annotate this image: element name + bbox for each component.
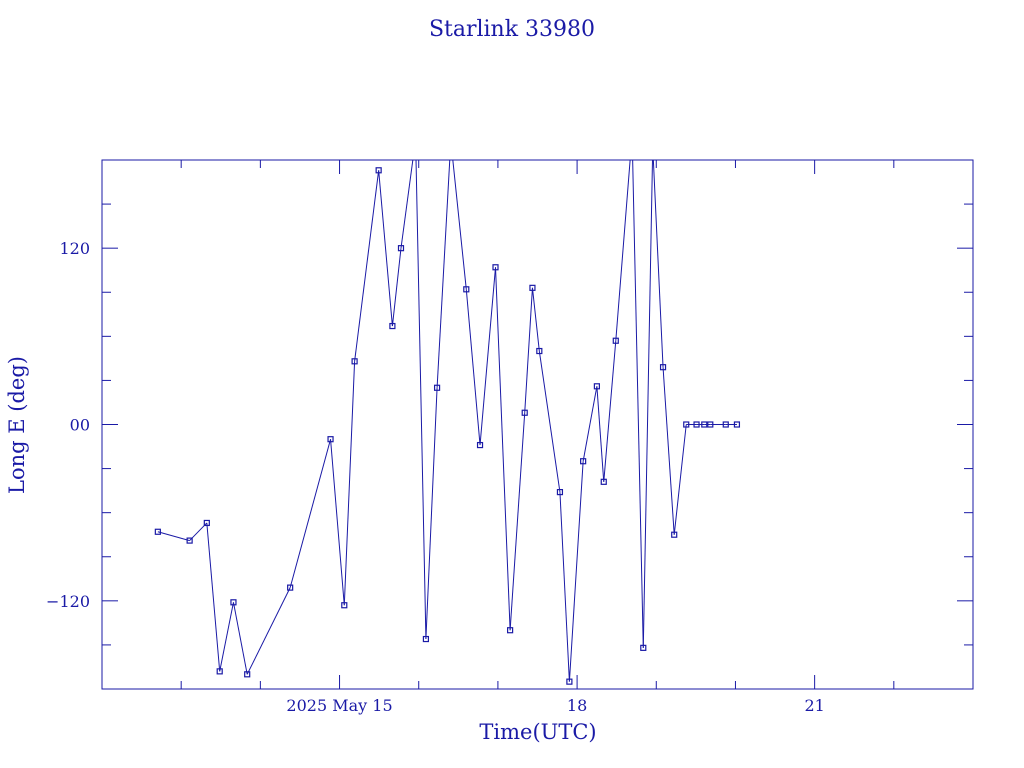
series-segment <box>673 424 687 535</box>
series-segment <box>436 160 451 388</box>
data-point <box>630 133 635 138</box>
axis-ticks <box>102 160 973 689</box>
data-point <box>216 668 223 675</box>
series-segment <box>246 587 291 675</box>
data-point <box>640 644 647 651</box>
data-point <box>397 245 405 252</box>
series-segment <box>354 170 380 362</box>
series-segment <box>662 367 675 535</box>
data-point <box>659 364 667 371</box>
series-segment <box>400 160 414 249</box>
x-axis-label: Time(UTC) <box>479 720 596 744</box>
data-point <box>492 264 499 271</box>
data-point <box>327 436 334 443</box>
data-point <box>521 409 528 416</box>
data-point <box>707 421 714 428</box>
data-point <box>536 347 543 355</box>
series-segment <box>232 602 248 675</box>
data-point <box>422 635 430 643</box>
series-segment <box>524 287 533 413</box>
series-segment <box>425 387 438 640</box>
data-point <box>733 421 741 428</box>
series-segment <box>559 492 570 682</box>
series-segment <box>157 531 190 542</box>
plot-area <box>154 133 741 685</box>
data-point <box>244 671 251 678</box>
series-segment <box>206 522 221 672</box>
series-segment <box>509 412 526 631</box>
data-point <box>186 537 193 544</box>
y-tick-label: 00 <box>70 416 90 435</box>
data-point <box>351 358 358 365</box>
data-point <box>154 528 161 535</box>
axis-tick-labels: 2025 May 15 18 21 120 00 −120 <box>46 239 825 715</box>
data-point <box>693 421 700 428</box>
data-point <box>600 478 607 485</box>
data-point <box>556 488 564 496</box>
y-tick-label: −120 <box>46 592 90 611</box>
data-point <box>463 286 470 293</box>
series-segment <box>495 267 511 631</box>
series-segment <box>219 602 234 672</box>
data-point <box>507 627 514 634</box>
series-segment <box>582 386 598 462</box>
data-point <box>287 584 294 591</box>
data-point <box>433 384 441 391</box>
series-segment <box>615 160 631 341</box>
data-point <box>341 602 348 609</box>
series-segment <box>465 289 481 446</box>
series-segment <box>289 439 332 588</box>
series-segment <box>479 267 497 446</box>
x-tick-label: 18 <box>567 696 587 715</box>
series-segment <box>391 248 402 327</box>
data-point <box>722 421 729 428</box>
data-point <box>389 322 396 330</box>
chart-title: Starlink 33980 <box>429 17 595 42</box>
data-point <box>448 138 453 143</box>
series-segment <box>415 160 427 640</box>
data-point <box>529 284 536 291</box>
data-point <box>580 458 587 465</box>
series-segment <box>568 461 584 682</box>
x-tick-label: 21 <box>804 696 824 715</box>
data-point <box>230 599 237 606</box>
data-point <box>650 144 655 149</box>
data-point <box>671 531 678 538</box>
data-point <box>476 441 484 449</box>
data-point <box>612 337 619 344</box>
series-segment <box>378 170 393 327</box>
plot-frame <box>101 159 974 690</box>
data-point <box>683 421 690 428</box>
series-segment <box>652 160 664 368</box>
series-segment <box>538 350 561 493</box>
data-point <box>566 678 573 685</box>
data-point <box>413 137 418 142</box>
data-point <box>701 421 708 428</box>
series-segment <box>596 386 605 482</box>
data-point <box>203 519 210 527</box>
series-segment <box>452 160 467 290</box>
data-point <box>375 167 382 174</box>
series-segment <box>603 340 617 482</box>
y-axis-label: Long E (deg) <box>5 356 29 494</box>
series-segment <box>531 287 540 352</box>
series-segment <box>330 439 345 606</box>
series-segment <box>632 160 644 648</box>
y-tick-label: 120 <box>59 239 90 258</box>
series-segment <box>642 160 653 648</box>
x-tick-label: 2025 May 15 <box>286 696 392 715</box>
data-point <box>593 383 600 390</box>
series-segment <box>343 361 356 606</box>
